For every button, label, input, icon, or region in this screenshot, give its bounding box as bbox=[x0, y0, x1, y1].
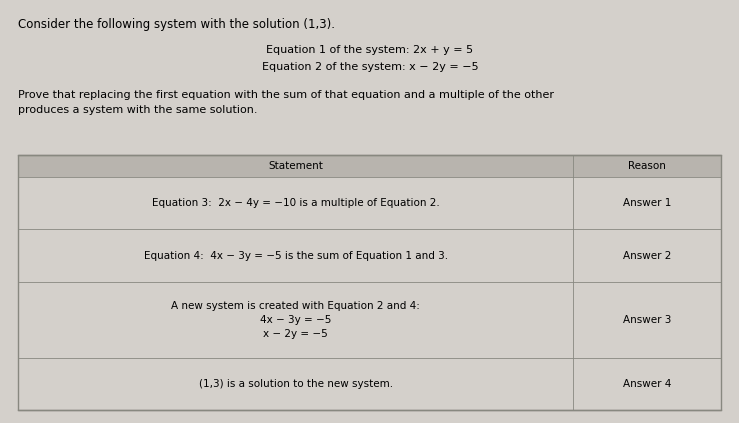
Bar bbox=[18, 357, 721, 410]
Text: Reason: Reason bbox=[628, 161, 666, 171]
Bar bbox=[18, 282, 721, 357]
Text: Equation 4:  4x − 3y = −5 is the sum of Equation 1 and 3.: Equation 4: 4x − 3y = −5 is the sum of E… bbox=[143, 251, 448, 261]
Text: Prove that replacing the first equation with the sum of that equation and a mult: Prove that replacing the first equation … bbox=[18, 90, 554, 115]
Text: Equation 1 of the system: 2x + y = 5: Equation 1 of the system: 2x + y = 5 bbox=[267, 45, 474, 55]
Bar bbox=[18, 155, 721, 177]
Text: A new system is created with Equation 2 and 4:
4x − 3y = −5
x − 2y = −5: A new system is created with Equation 2 … bbox=[171, 301, 420, 339]
Text: (1,3) is a solution to the new system.: (1,3) is a solution to the new system. bbox=[199, 379, 392, 389]
Text: Equation 2 of the system: x − 2y = −5: Equation 2 of the system: x − 2y = −5 bbox=[262, 62, 478, 72]
Bar bbox=[18, 229, 721, 282]
Text: Consider the following system with the solution (1,3).: Consider the following system with the s… bbox=[18, 18, 335, 31]
Bar bbox=[18, 177, 721, 229]
Text: Equation 3:  2x − 4y = −10 is a multiple of Equation 2.: Equation 3: 2x − 4y = −10 is a multiple … bbox=[151, 198, 440, 208]
Bar bbox=[18, 155, 721, 410]
Text: Answer 2: Answer 2 bbox=[623, 251, 671, 261]
Text: Answer 3: Answer 3 bbox=[623, 315, 671, 325]
Text: Statement: Statement bbox=[268, 161, 323, 171]
Text: Answer 4: Answer 4 bbox=[623, 379, 671, 389]
Text: Answer 1: Answer 1 bbox=[623, 198, 671, 208]
